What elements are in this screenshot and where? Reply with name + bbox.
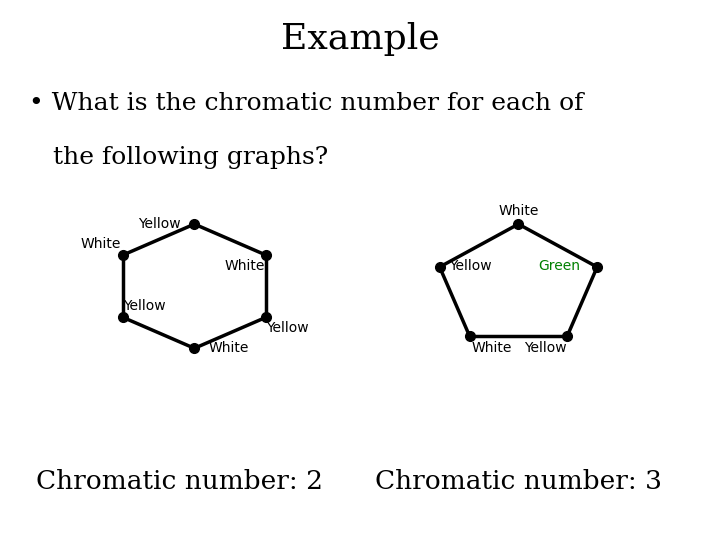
- Text: White: White: [471, 341, 511, 355]
- Text: Example: Example: [281, 22, 439, 56]
- Text: Yellow: Yellow: [123, 300, 166, 313]
- Text: Yellow: Yellow: [449, 259, 491, 273]
- Text: White: White: [225, 259, 265, 273]
- Text: White: White: [209, 341, 249, 355]
- Text: Chromatic number: 2: Chromatic number: 2: [37, 469, 323, 494]
- Text: Yellow: Yellow: [266, 321, 309, 335]
- Text: Yellow: Yellow: [524, 341, 567, 355]
- Text: the following graphs?: the following graphs?: [29, 146, 328, 169]
- Text: Chromatic number: 3: Chromatic number: 3: [375, 469, 662, 494]
- Text: • What is the chromatic number for each of: • What is the chromatic number for each …: [29, 92, 583, 115]
- Text: Yellow: Yellow: [138, 217, 181, 231]
- Text: Green: Green: [539, 259, 581, 273]
- Text: White: White: [498, 204, 539, 218]
- Text: White: White: [81, 238, 121, 251]
